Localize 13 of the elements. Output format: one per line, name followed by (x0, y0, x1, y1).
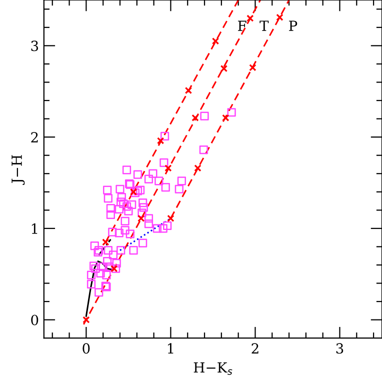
x-tick-label: 1 (168, 343, 174, 354)
x-axis-title: H−K$_{s}$ (194, 362, 232, 375)
x-tick-label: 2 (252, 343, 258, 354)
y-tick-label: 2 (31, 132, 38, 142)
y-axis-title: J−H (12, 155, 25, 185)
x-tick-label: 3 (336, 343, 344, 354)
annotation: P (289, 20, 298, 31)
x-tick-label: 0 (82, 343, 90, 354)
annotation: T (260, 20, 269, 31)
y-tick-label: 1 (32, 223, 38, 234)
annotation: F (238, 20, 246, 31)
y-tick-label: 3 (31, 40, 38, 52)
y-tick-label: 0 (31, 314, 38, 326)
